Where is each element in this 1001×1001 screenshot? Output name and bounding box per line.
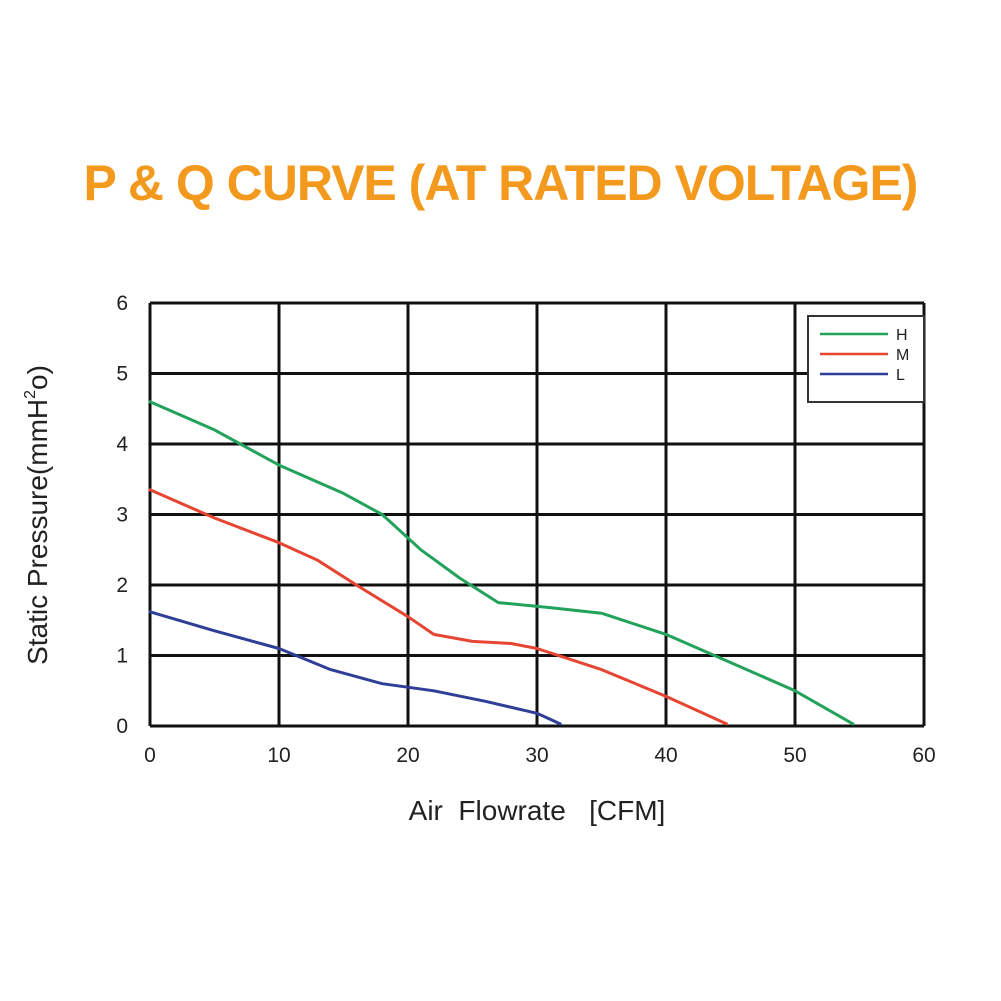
series-line-L <box>148 610 562 726</box>
x-axis-label: Air Flowrate [CFM] <box>409 795 666 826</box>
y-axis-label-main: Static Pressure(mmH <box>22 399 53 665</box>
x-tick-label: 60 <box>912 744 935 767</box>
y-tick-label: 5 <box>116 363 128 386</box>
y-tick-label: 3 <box>116 504 128 527</box>
y-tick-label: 4 <box>116 433 128 456</box>
x-tick-label: 10 <box>267 744 290 767</box>
series-lines <box>148 400 855 726</box>
series-line-M <box>148 488 729 726</box>
grid <box>148 301 926 728</box>
y-tick-label: 1 <box>116 645 128 668</box>
y-tick-label: 0 <box>116 715 128 738</box>
legend-box <box>807 315 925 403</box>
x-tick-labels: 0 10 20 30 40 50 60 <box>144 744 936 767</box>
x-tick-label: 40 <box>654 744 677 767</box>
y-axis-label-end: o) <box>22 365 53 390</box>
y-tick-label: 6 <box>116 292 128 315</box>
legend-label-H: H <box>896 327 908 344</box>
x-tick-label: 50 <box>783 744 806 767</box>
y-axis-label: Static Pressure(mmH2o) <box>22 365 53 665</box>
legend: HML <box>807 315 925 403</box>
series-line-H <box>148 400 855 726</box>
legend-label-L: L <box>896 367 905 384</box>
legend-label-M: M <box>896 347 909 364</box>
x-tick-label: 30 <box>525 744 548 767</box>
y-tick-labels: 0 1 2 3 4 5 6 <box>116 292 128 738</box>
chart-title: P & Q CURVE (AT RATED VOLTAGE) <box>83 155 919 211</box>
x-tick-label: 0 <box>144 744 156 767</box>
y-axis-label-superscript: 2 <box>22 390 39 399</box>
x-tick-label: 20 <box>396 744 419 767</box>
y-tick-label: 2 <box>116 574 128 597</box>
